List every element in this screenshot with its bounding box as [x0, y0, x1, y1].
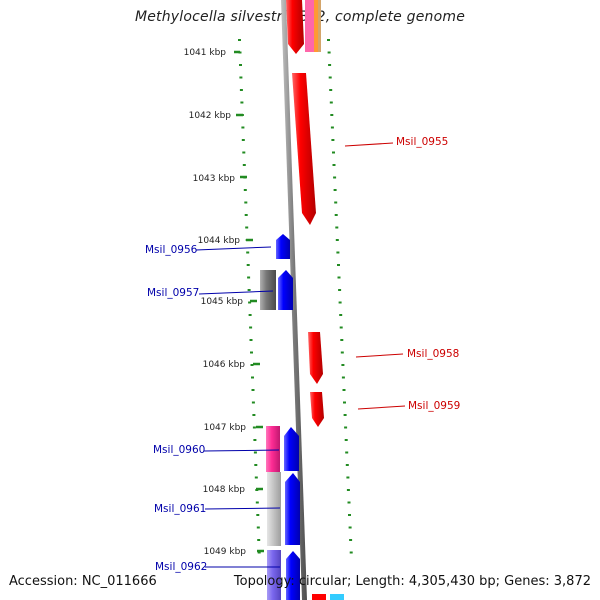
gene-msil-0960[interactable] — [284, 427, 299, 471]
tick-label-1047: 1047 kbp — [204, 423, 247, 433]
tick-label-1046: 1046 kbp — [203, 360, 246, 370]
gene-msil-0958[interactable] — [308, 332, 323, 384]
leader-msil-0958 — [355, 353, 404, 358]
tick-label-1043: 1043 kbp — [193, 174, 236, 184]
leader-msil-0960 — [203, 449, 280, 452]
tick-label-1048: 1048 kbp — [203, 485, 246, 495]
right-scale-track — [327, 39, 353, 554]
gene-magenta-block[interactable] — [266, 426, 280, 472]
gene-purple-block[interactable] — [267, 550, 281, 600]
gene-labels[interactable]: Msil_0955 Msil_0956 Msil_0957 Msil_0958 … — [145, 136, 460, 573]
gene-top-partial-orange[interactable] — [314, 0, 321, 52]
tick-label-1041: 1041 kbp — [184, 48, 227, 58]
gene-light-grey-block[interactable] — [267, 472, 281, 546]
leader-msil-0956 — [195, 246, 272, 251]
forward-strand-genes[interactable] — [286, 0, 344, 600]
gene-grey-block[interactable] — [260, 270, 276, 310]
gene-label-msil-0955[interactable]: Msil_0955 — [396, 136, 448, 148]
tick-label-1044: 1044 kbp — [198, 236, 241, 246]
gene-label-msil-0960[interactable]: Msil_0960 — [153, 444, 205, 456]
gene-label-msil-0957[interactable]: Msil_0957 — [147, 287, 199, 299]
gene-msil-0957[interactable] — [278, 270, 293, 310]
genome-backbone — [281, 0, 307, 600]
tick-label-1049: 1049 kbp — [204, 547, 247, 557]
gene-label-msil-0956[interactable]: Msil_0956 — [145, 244, 198, 256]
leader-msil-0957 — [198, 290, 274, 295]
gene-msil-0956[interactable] — [276, 234, 290, 259]
leader-msil-0961 — [204, 507, 281, 510]
tick-label-1042: 1042 kbp — [189, 111, 232, 121]
gene-bottom-partial-cyan[interactable] — [330, 594, 344, 600]
gene-top-partial-red[interactable] — [286, 0, 304, 54]
gene-msil-0962[interactable] — [286, 551, 300, 600]
genome-summary-text: Topology: circular; Length: 4,305,430 bp… — [233, 574, 591, 589]
gene-bottom-partial-red[interactable] — [312, 594, 326, 600]
leader-msil-0959 — [357, 405, 406, 410]
leader-msil-0955 — [344, 142, 394, 147]
tick-label-1045: 1045 kbp — [201, 297, 244, 307]
reverse-strand-genes[interactable] — [260, 234, 300, 600]
gene-top-partial-tan[interactable] — [318, 0, 321, 52]
kbp-ticks: 1041 kbp 1042 kbp 1043 kbp 1044 kbp 1045… — [184, 48, 264, 557]
gene-label-msil-0962[interactable]: Msil_0962 — [155, 561, 207, 573]
gene-label-msil-0959[interactable]: Msil_0959 — [408, 400, 460, 412]
accession-text: Accession: NC_011666 — [9, 574, 157, 589]
label-leader-lines — [195, 142, 406, 568]
gene-label-msil-0961[interactable]: Msil_0961 — [154, 503, 206, 515]
gene-msil-0959[interactable] — [310, 392, 324, 427]
gene-msil-0961[interactable] — [285, 473, 300, 545]
gene-label-msil-0958[interactable]: Msil_0958 — [407, 348, 459, 360]
gene-msil-0955[interactable] — [292, 73, 316, 225]
